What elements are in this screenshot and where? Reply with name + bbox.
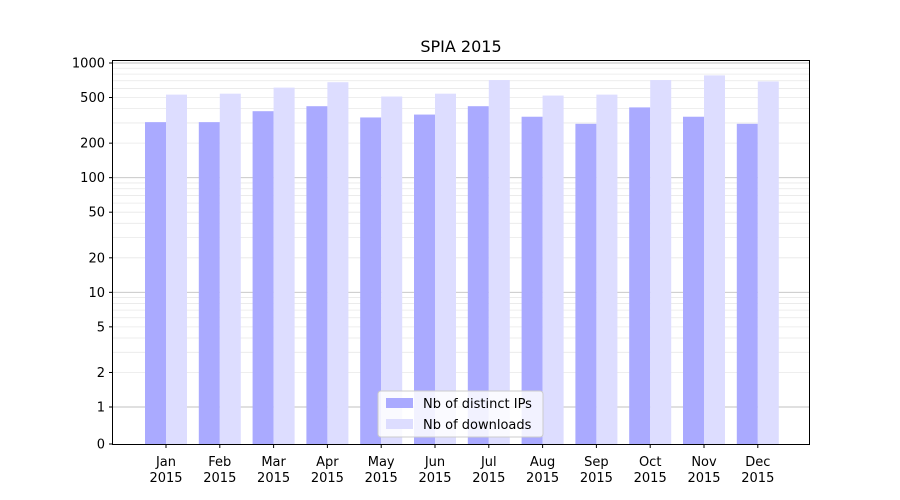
bar-downloads (704, 75, 725, 444)
x-tick-label-month: Jan (155, 455, 176, 470)
bar-downloads (219, 93, 241, 444)
x-tick-label-year: 2015 (526, 471, 559, 486)
y-tick-label: 500 (80, 91, 105, 106)
bar-distinct-ips (629, 107, 651, 444)
plot-frame (112, 60, 810, 445)
bar-downloads (273, 87, 295, 444)
x-tick-label-month: Feb (208, 455, 231, 470)
legend-swatch (386, 398, 413, 408)
legend-label: Nb of downloads (423, 418, 532, 433)
x-tick-label-month: Oct (639, 455, 661, 470)
legend-swatch (386, 419, 413, 429)
x-tick-label-month: Dec (745, 455, 770, 470)
bar-downloads (650, 80, 672, 444)
x-tick-label-month: May (368, 455, 395, 470)
x-tick-label-month: Aug (530, 455, 555, 470)
x-tick-label-month: Nov (691, 455, 717, 470)
bar-distinct-ips (306, 106, 328, 444)
x-tick-label-year: 2015 (257, 471, 290, 486)
y-tick-label: 200 (80, 137, 105, 152)
bar-downloads (488, 80, 510, 444)
bar-distinct-ips (360, 117, 382, 445)
x-tick-label-month: Jul (480, 455, 497, 470)
bar-downloads (542, 95, 564, 445)
bar-distinct-ips (145, 122, 166, 445)
x-tick-label-year: 2015 (418, 471, 451, 486)
x-tick-label-year: 2015 (472, 471, 505, 486)
bar-distinct-ips (575, 123, 597, 445)
x-tick-label-month: Jun (424, 455, 445, 470)
chart-title: SPIA 2015 (420, 37, 501, 56)
y-tick-label: 1000 (72, 57, 105, 72)
bar-downloads (757, 81, 779, 444)
bar-distinct-ips (414, 114, 435, 444)
y-tick-label: 20 (88, 251, 105, 266)
y-tick-label: 50 (88, 206, 105, 221)
y-tick-label: 0 (97, 438, 105, 453)
x-tick-label-month: Apr (316, 455, 339, 470)
y-tick-label: 10 (88, 286, 105, 301)
x-tick-label-year: 2015 (203, 471, 236, 486)
x-axis: Jan2015Feb2015Mar2015Apr2015May2015Jun20… (149, 444, 774, 486)
x-tick-label-year: 2015 (311, 471, 344, 486)
y-tick-label: 2 (97, 366, 105, 381)
y-axis: 0 1 2 5 10 20 50 100 200 500 1000 (72, 57, 113, 453)
bar-distinct-ips (252, 111, 274, 444)
bar-distinct-ips (467, 106, 489, 444)
legend-box (377, 390, 544, 438)
bar-downloads (435, 93, 456, 444)
y-tick-label: 5 (97, 320, 105, 335)
x-tick-label-year: 2015 (149, 471, 182, 486)
bars (145, 75, 779, 445)
bar-distinct-ips (521, 116, 543, 444)
y-tick-label: 100 (80, 171, 105, 186)
x-tick-label-month: Mar (261, 455, 286, 470)
legend-label: Nb of distinct IPs (423, 397, 532, 412)
x-tick-label-year: 2015 (365, 471, 398, 486)
x-tick-label-year: 2015 (687, 471, 720, 486)
x-tick-label-year: 2015 (634, 471, 667, 486)
y-tick-label: 1 (97, 401, 105, 416)
x-tick-label-year: 2015 (741, 471, 774, 486)
bar-distinct-ips (683, 116, 704, 444)
x-tick-label-month: Sep (584, 455, 609, 470)
legend: Nb of distinct IPs Nb of downloads (377, 390, 544, 438)
bar-distinct-ips (198, 122, 220, 445)
bar-downloads (381, 96, 403, 444)
bar-downloads (327, 82, 349, 445)
x-tick-label-year: 2015 (580, 471, 613, 486)
bar-downloads (596, 94, 618, 444)
bar-downloads (166, 94, 187, 444)
bar-distinct-ips (736, 123, 758, 445)
